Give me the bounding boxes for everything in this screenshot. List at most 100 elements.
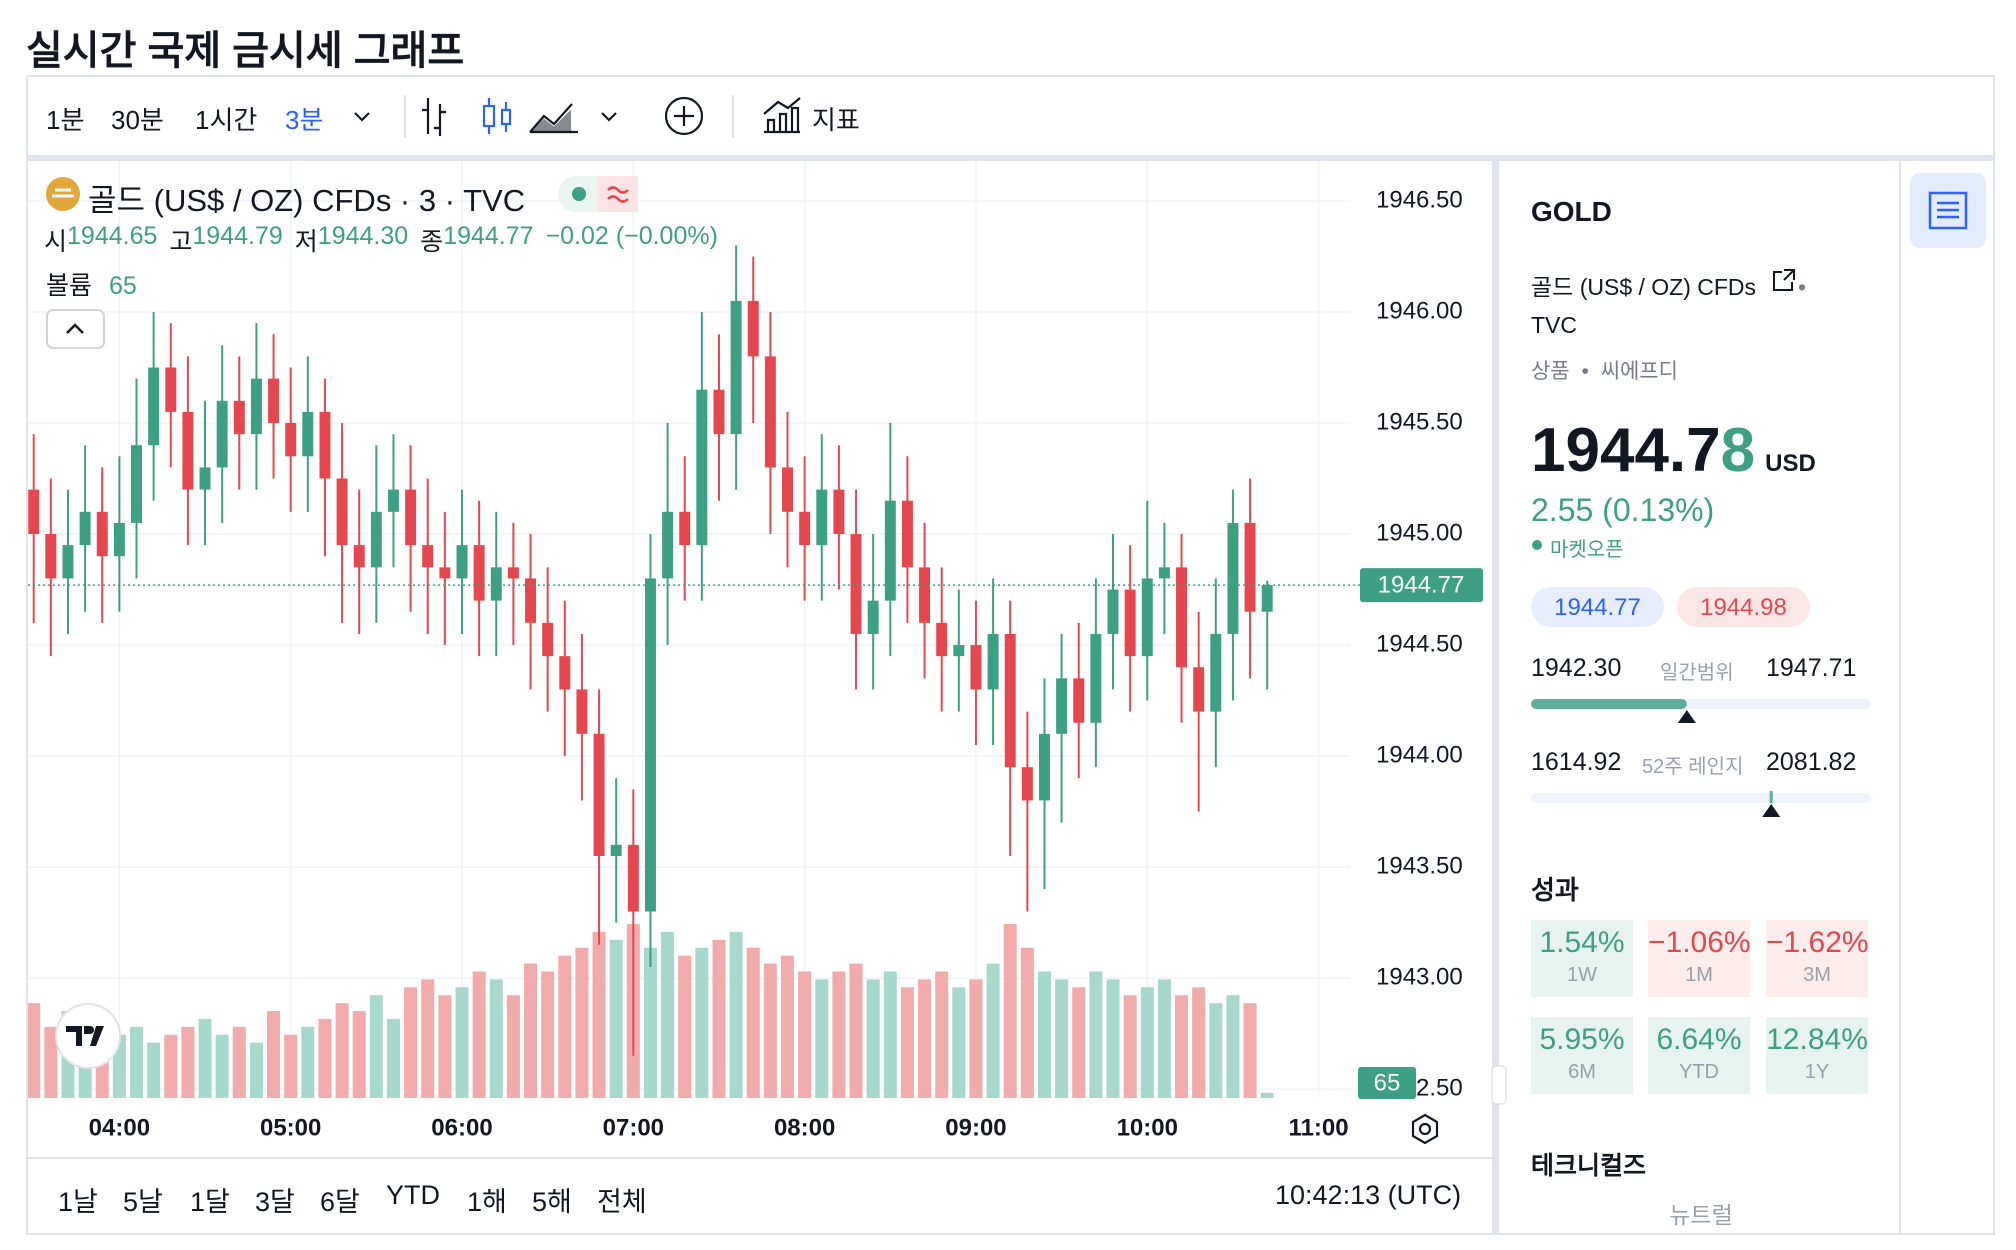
volume-bar	[1209, 1003, 1223, 1098]
performance-period: 1W	[1567, 964, 1597, 986]
volume-bar	[147, 1042, 161, 1098]
tv-logo[interactable]	[66, 1026, 104, 1046]
candle-body	[850, 534, 862, 634]
candle-body	[1107, 589, 1119, 634]
candle-body	[747, 300, 759, 357]
performance-cell: 12.84% 1Y	[1766, 1017, 1868, 1094]
volume-bar	[815, 979, 829, 1098]
candle-body	[816, 489, 828, 546]
volume-bar	[472, 971, 486, 1098]
candle-body	[319, 411, 331, 479]
volume-bar	[1106, 979, 1120, 1098]
label: 볼륨	[46, 272, 93, 300]
candle-body	[662, 511, 674, 579]
y-tick-label: 1946.50	[1376, 186, 1463, 213]
symbol-icon	[52, 188, 74, 198]
volume-bar	[524, 963, 538, 1098]
candle-body	[799, 511, 811, 546]
panel-toggle[interactable]	[1491, 1065, 1507, 1105]
indicators[interactable]: 지표	[812, 105, 860, 135]
candle-body	[1158, 567, 1170, 579]
candle-body	[439, 567, 451, 579]
value: 65	[108, 272, 137, 300]
volume-bar	[1157, 979, 1171, 1098]
candle-body	[353, 545, 365, 568]
status-icon	[607, 186, 629, 203]
performance-cell: 5.95% 6M	[1531, 1017, 1633, 1094]
range[interactable]: 3달	[255, 1187, 295, 1217]
status-dot	[1532, 540, 1542, 550]
volume-bar	[44, 1026, 58, 1098]
volume-bar	[198, 1018, 212, 1098]
volume-bar	[558, 955, 572, 1098]
volume-bar	[1260, 1092, 1274, 1098]
x-tick-label: 05:00	[260, 1114, 321, 1141]
range[interactable]: 1날	[58, 1187, 98, 1217]
volume-bar	[1192, 987, 1206, 1098]
candle-body	[1141, 578, 1153, 657]
candle-body	[62, 545, 74, 579]
symbol-icon	[46, 177, 80, 211]
interval[interactable]: 1분	[46, 105, 85, 135]
label: 저	[294, 228, 318, 256]
candle-body	[456, 545, 468, 579]
range[interactable]: 1해	[467, 1187, 507, 1217]
volume-bar	[318, 1018, 332, 1098]
candle-body	[884, 500, 896, 601]
candle-body	[1261, 585, 1273, 612]
day-range-marker	[1677, 710, 1696, 723]
candle-body	[970, 645, 982, 690]
candle-body	[610, 844, 622, 856]
collapse-icon[interactable]	[66, 323, 84, 334]
candle-body	[405, 489, 417, 546]
ask: 1944.98	[1700, 594, 1787, 621]
toolbar-icons[interactable]	[354, 95, 801, 138]
x-tick-label: 09:00	[945, 1114, 1006, 1141]
performance-value: 6.64%	[1656, 1023, 1742, 1056]
status-dot	[572, 187, 586, 201]
candle-body	[336, 478, 348, 546]
candle-body	[285, 423, 297, 457]
interval[interactable]: 30분	[111, 105, 164, 135]
range[interactable]: YTD	[386, 1180, 440, 1210]
list-icon[interactable]	[1928, 191, 1968, 230]
volume-bar	[763, 963, 777, 1098]
status-pill	[598, 176, 638, 212]
range[interactable]: 전체	[597, 1187, 647, 1217]
volume-bar	[301, 1026, 315, 1098]
volume-bar	[1037, 971, 1051, 1098]
candle-body	[1176, 567, 1188, 668]
page-title: 실시간 국제 금시세 그래프	[26, 29, 465, 73]
candle-body	[1090, 633, 1102, 723]
external-link-icon[interactable]	[1773, 269, 1795, 291]
interval[interactable]: 3분	[285, 105, 324, 135]
volume-bar	[1123, 995, 1137, 1098]
candle-body	[1244, 522, 1256, 612]
range[interactable]: 5날	[123, 1187, 163, 1217]
settings-icon[interactable]	[1418, 1122, 1432, 1136]
panel-symbol: GOLD	[1531, 196, 1612, 227]
settings-icon[interactable]	[1411, 1113, 1439, 1145]
volume-bar	[935, 971, 949, 1098]
volume-bar	[661, 931, 675, 1098]
range[interactable]: 6달	[320, 1187, 360, 1217]
performance-title: 성과	[1531, 875, 1579, 905]
candle-body	[148, 367, 160, 446]
volume-bar	[609, 939, 623, 1098]
collapse-button[interactable]	[46, 309, 105, 349]
interval[interactable]: 1시간	[195, 105, 258, 135]
range[interactable]: 1달	[190, 1187, 230, 1217]
performance-cell: 1.54% 1W	[1531, 920, 1633, 997]
performance-period: YTD	[1679, 1061, 1719, 1083]
range[interactable]: 5해	[532, 1187, 572, 1217]
candle-body	[713, 389, 725, 435]
volume-bar	[249, 1042, 263, 1098]
volume-bar	[369, 995, 383, 1098]
tv-logo[interactable]	[55, 1003, 121, 1069]
clock: 10:42:13 (UTC)	[1275, 1180, 1462, 1210]
volume-bar	[969, 979, 983, 1098]
divider	[1492, 161, 1499, 1233]
volume-bar	[918, 979, 932, 1098]
volume-bar	[678, 955, 692, 1098]
